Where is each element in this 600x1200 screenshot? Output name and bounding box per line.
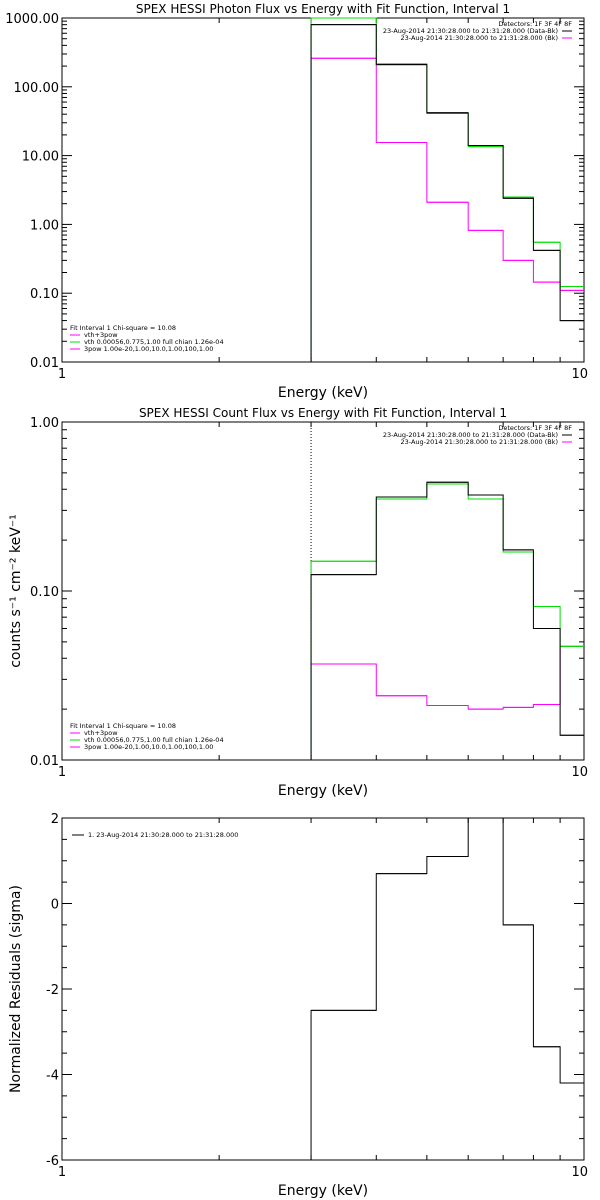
legend-entry-data-bk: 23-Aug-2014 21:30:28.000 to 21:31:28.000… — [383, 431, 558, 439]
plot-frame — [61, 817, 585, 1161]
y-tick-label: 10.00 — [22, 150, 59, 165]
legend-entry-bk: 23-Aug-2014 21:30:28.000 to 21:31:28.000… — [401, 34, 558, 42]
y-tick-label: 1.00 — [30, 416, 59, 431]
series-components-step-line — [310, 57, 584, 362]
y-tick-label: 0.10 — [30, 287, 59, 302]
series-data-step-line — [310, 481, 584, 760]
legend-fit-entry: vth 0.00056,0.775,1.00 full chian 1.26e-… — [84, 338, 224, 346]
legend-fit-interval: Fit Interval 1 Chi-square = 10.08 — [70, 722, 176, 730]
y-tick-label: 0.10 — [30, 585, 59, 600]
legend-detectors: Detectors: 1F 3F 4F 8F — [498, 20, 572, 28]
legend-detectors: Detectors: 1F 3F 4F 8F — [498, 424, 572, 432]
series-components-step-line — [310, 645, 584, 760]
series-total-step-line — [310, 483, 584, 760]
y-tick-label: 0 — [51, 898, 59, 913]
legend-entry-bk: 23-Aug-2014 21:30:28.000 to 21:31:28.000… — [401, 438, 558, 446]
legend-fit-entry: vth+3pow — [84, 729, 118, 737]
chart-title: SPEX HESSI Photon Flux vs Energy with Fi… — [136, 2, 510, 16]
legend-entry-data-bk: 23-Aug-2014 21:30:28.000 to 21:31:28.000… — [383, 27, 558, 35]
legend-fit-interval: Fit Interval 1 Chi-square = 10.08 — [70, 324, 176, 332]
plot-frame — [61, 17, 585, 363]
legend-fit-entry: 3pow 1.00e-20,1.00,10.0,1.00,100,1.00 — [84, 345, 213, 353]
y-tick-label: 1000.00 — [5, 12, 59, 27]
series-data-step-line — [310, 817, 584, 1160]
y-tick-label: 1.00 — [30, 218, 59, 233]
y-axis-label: Normalized Residuals (sigma) — [8, 885, 24, 1093]
plot-frame — [61, 421, 585, 761]
x-tick-label: 1 — [58, 765, 66, 780]
x-axis-label: Energy (keV) — [278, 1183, 368, 1199]
x-tick-label: 1 — [58, 367, 66, 382]
y-tick-label: 2 — [51, 812, 59, 827]
series-data-step-line — [310, 24, 584, 362]
y-tick-label: 100.00 — [14, 81, 60, 96]
series-total-step-line — [310, 17, 584, 362]
panel-1: SPEX HESSI Photon Flux vs Energy with Fi… — [5, 2, 588, 401]
y-tick-label: -4 — [46, 1069, 59, 1084]
x-axis-label: Energy (keV) — [278, 385, 368, 401]
y-tick-label: -6 — [46, 1154, 59, 1169]
legend-fit-entry: 3pow 1.00e-20,1.00,10.0,1.00,100,1.00 — [84, 743, 213, 751]
legend-fit-entry: vth 0.00056,0.775,1.00 full chian 1.26e-… — [84, 736, 224, 744]
y-tick-label: 0.01 — [30, 754, 59, 769]
y-tick-label: -2 — [46, 983, 59, 998]
chart-title: SPEX HESSI Count Flux vs Energy with Fit… — [139, 406, 507, 420]
legend-residual-entry: 1. 23-Aug-2014 21:30:28.000 to 21:31:28.… — [88, 831, 238, 839]
panel-2: SPEX HESSI Count Flux vs Energy with Fit… — [8, 406, 588, 799]
x-axis-label: Energy (keV) — [278, 783, 368, 799]
legend-fit-entry: vth+3pow — [84, 331, 118, 339]
y-tick-label: 0.01 — [30, 356, 59, 371]
x-tick-label: 10 — [571, 367, 588, 382]
x-tick-label: 10 — [571, 765, 588, 780]
panel-3: 1 10 -6 -4 -2 0 2 Energy (keV) Normalized Residu… — [8, 812, 588, 1199]
x-tick-label: 1 — [58, 1165, 66, 1180]
y-axis-label: counts s⁻¹ cm⁻² keV⁻¹ — [8, 514, 24, 668]
x-tick-label: 10 — [571, 1165, 588, 1180]
